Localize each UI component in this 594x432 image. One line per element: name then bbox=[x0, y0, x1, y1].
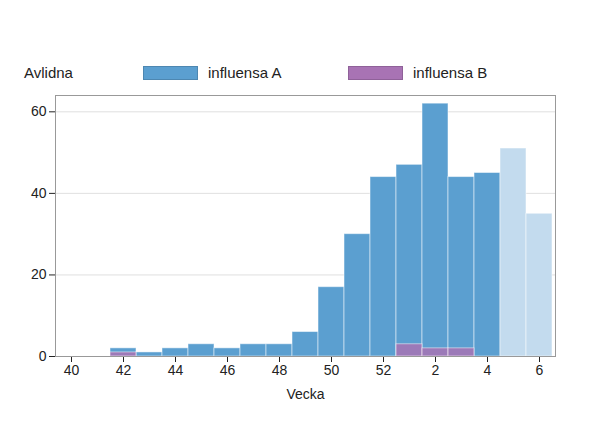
svg-text:44: 44 bbox=[168, 362, 184, 378]
svg-text:52: 52 bbox=[376, 362, 392, 378]
svg-text:40: 40 bbox=[64, 362, 80, 378]
svg-text:48: 48 bbox=[272, 362, 288, 378]
svg-text:Vecka: Vecka bbox=[286, 386, 324, 402]
svg-text:46: 46 bbox=[220, 362, 236, 378]
html-text:influensa B: influensa B bbox=[413, 64, 488, 81]
svg-text:60: 60 bbox=[31, 103, 47, 119]
svg-text:40: 40 bbox=[31, 185, 47, 201]
svg-text:2: 2 bbox=[432, 362, 440, 378]
svg-text:50: 50 bbox=[324, 362, 340, 378]
html-text:influensa A: influensa A bbox=[208, 64, 282, 81]
html-text:Avlidna: Avlidna bbox=[24, 64, 73, 81]
svg-text:42: 42 bbox=[116, 362, 132, 378]
svg-text:0: 0 bbox=[39, 348, 47, 364]
svg-text:20: 20 bbox=[31, 266, 47, 282]
svg-text:4: 4 bbox=[484, 362, 492, 378]
svg-text:6: 6 bbox=[536, 362, 544, 378]
